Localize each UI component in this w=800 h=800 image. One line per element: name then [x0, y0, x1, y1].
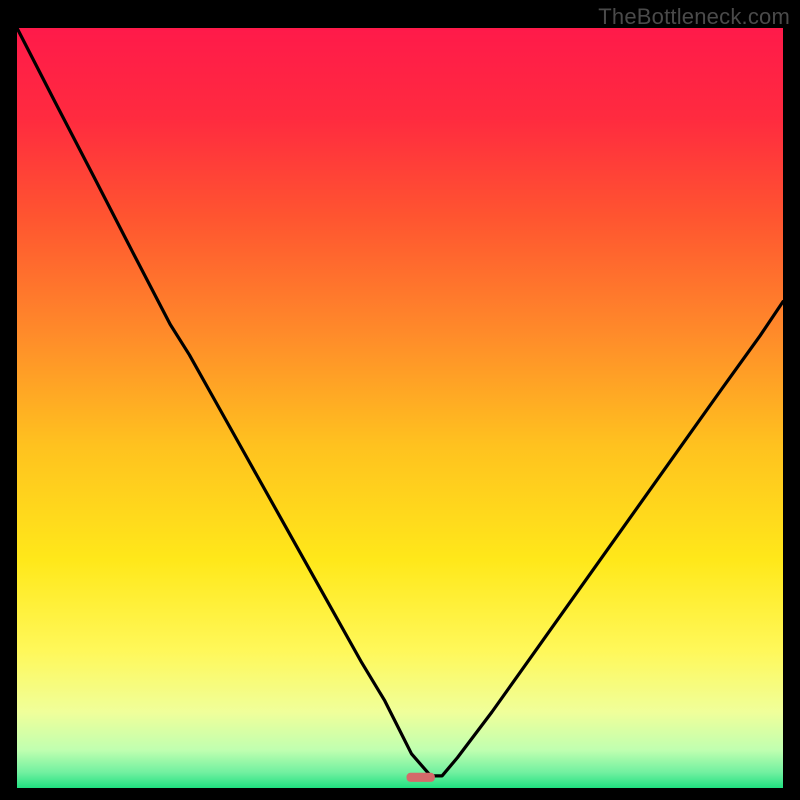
plot-background	[17, 28, 783, 788]
chart-container: TheBottleneck.com	[0, 0, 800, 800]
trough-marker	[407, 773, 435, 782]
bottleneck-curve-chart	[0, 0, 800, 800]
watermark-text: TheBottleneck.com	[598, 4, 790, 30]
